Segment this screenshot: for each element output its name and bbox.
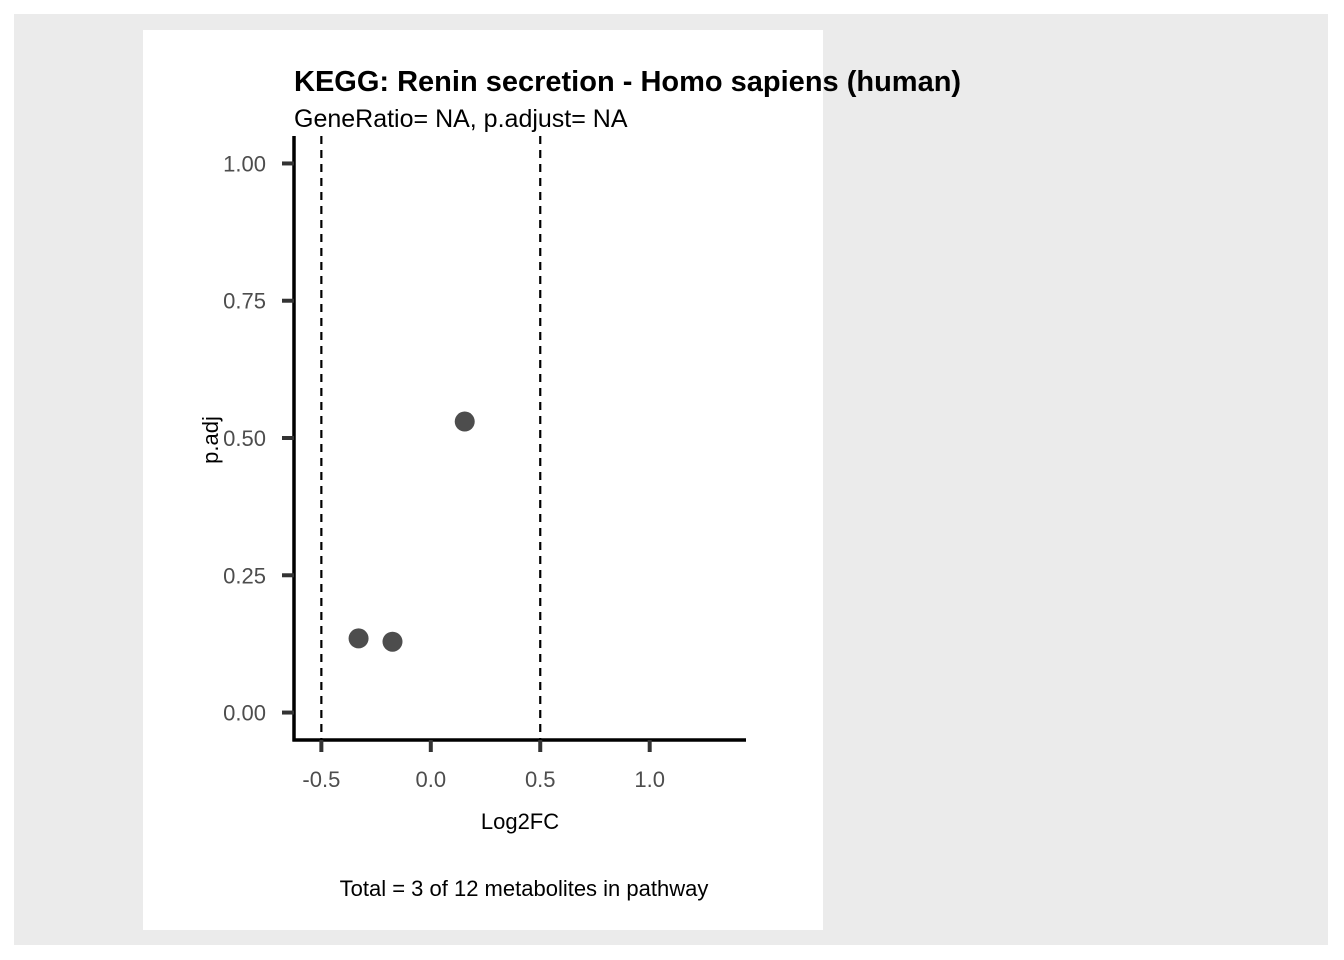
x-axis: -0.5 0.0 0.5 1.0	[292, 738, 746, 792]
data-points	[348, 411, 475, 652]
data-point	[382, 631, 403, 652]
y-tick-label: 0.00	[223, 701, 266, 726]
chart-caption: Total = 3 of 12 metabolites in pathway	[340, 876, 709, 901]
x-axis-label: Log2FC	[481, 809, 559, 834]
y-tick-label: 0.50	[223, 426, 266, 451]
y-tick-label: 0.75	[223, 289, 266, 314]
chart-title: KEGG: Renin secretion - Homo sapiens (hu…	[294, 66, 961, 98]
y-tick-label: 0.25	[223, 563, 266, 588]
y-axis: 0.00 0.25 0.50 0.75 1.00	[223, 136, 296, 742]
data-point	[348, 628, 369, 649]
x-tick-label: 0.0	[416, 767, 447, 792]
data-point	[454, 411, 475, 432]
x-tick-label: 1.0	[634, 767, 665, 792]
y-tick-label: 1.00	[223, 151, 266, 176]
y-axis-label: p.adj	[198, 416, 223, 464]
chart-subtitle: GeneRatio= NA, p.adjust= NA	[294, 105, 628, 133]
x-tick-label: 0.5	[525, 767, 556, 792]
x-tick-label: -0.5	[302, 767, 340, 792]
plot-panel	[143, 30, 823, 930]
threshold-lines	[320, 136, 542, 740]
